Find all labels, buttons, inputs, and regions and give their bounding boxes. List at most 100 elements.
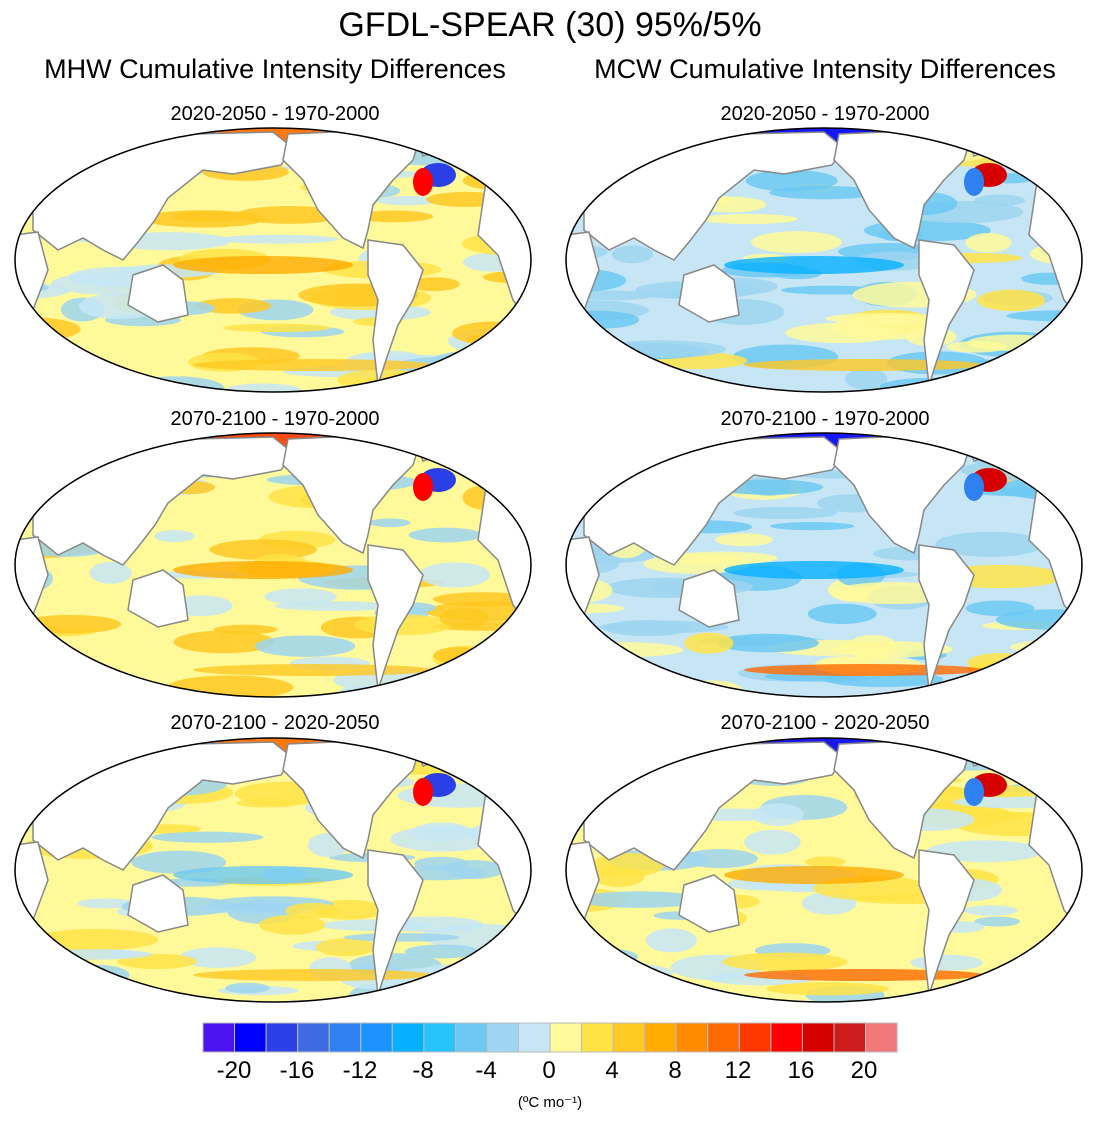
colorbar-swatch bbox=[360, 1022, 393, 1053]
continent bbox=[32, 131, 295, 261]
field-contour bbox=[724, 561, 904, 579]
map-border bbox=[565, 432, 1083, 698]
field-contour bbox=[255, 635, 356, 657]
field-contour bbox=[173, 256, 353, 274]
field-contour bbox=[566, 962, 674, 984]
field-contour bbox=[141, 210, 266, 228]
field-contour bbox=[35, 442, 87, 455]
field-contour bbox=[63, 964, 130, 986]
field-contour bbox=[766, 982, 890, 996]
colorbar-swatch bbox=[675, 1022, 709, 1053]
field-contour bbox=[645, 928, 697, 953]
field-contour bbox=[653, 987, 738, 1002]
field-contour bbox=[34, 949, 153, 960]
field-contour bbox=[575, 891, 704, 908]
field-contour bbox=[394, 433, 471, 439]
field-contour bbox=[1018, 351, 1082, 364]
field-contour bbox=[566, 382, 621, 392]
field-contour bbox=[682, 848, 758, 869]
field-contour bbox=[216, 234, 339, 244]
field-contour bbox=[744, 664, 984, 676]
field-contour bbox=[77, 898, 135, 909]
field-contour bbox=[964, 168, 984, 196]
field-contour bbox=[28, 752, 133, 765]
field-contour bbox=[315, 938, 376, 957]
continent bbox=[678, 874, 740, 933]
field-contour bbox=[259, 914, 326, 935]
field-contour bbox=[724, 866, 904, 884]
field-contour bbox=[285, 902, 340, 919]
colorbar-swatch bbox=[644, 1022, 677, 1053]
colorbar-swatch bbox=[865, 1022, 898, 1053]
field-contour bbox=[225, 982, 270, 994]
map-border bbox=[14, 737, 532, 1003]
field-contour bbox=[599, 620, 729, 634]
colorbar-swatch bbox=[612, 1022, 646, 1053]
colorbar-swatch bbox=[297, 1022, 330, 1053]
colorbar-swatch bbox=[801, 1022, 835, 1053]
field-contour bbox=[413, 778, 433, 806]
field-contour bbox=[715, 533, 774, 547]
continent bbox=[583, 741, 846, 871]
continent bbox=[127, 264, 189, 323]
field-contour bbox=[936, 682, 1030, 697]
panel-title: 2020-2050 - 1970-2000 bbox=[170, 103, 380, 125]
field-contour bbox=[965, 600, 1035, 617]
field-contour bbox=[722, 952, 848, 972]
field-contour bbox=[744, 969, 984, 981]
field-contour bbox=[173, 866, 353, 884]
field-contour bbox=[745, 169, 838, 192]
field-contour bbox=[752, 803, 804, 826]
continent bbox=[282, 128, 425, 250]
colorbar-swatch bbox=[549, 1022, 583, 1053]
map-panel bbox=[565, 127, 1083, 393]
field-contour bbox=[173, 630, 275, 654]
field-contour bbox=[131, 850, 227, 874]
map-panel bbox=[14, 737, 532, 1003]
field-contour bbox=[971, 364, 1082, 391]
field-contour bbox=[419, 562, 491, 588]
field-contour bbox=[264, 588, 337, 605]
continent bbox=[583, 436, 846, 566]
field-contour bbox=[724, 256, 904, 274]
colorbar-tick: 8 bbox=[668, 1057, 682, 1084]
field-contour bbox=[733, 506, 838, 520]
field-contour bbox=[684, 632, 734, 654]
field-contour bbox=[844, 368, 888, 390]
continent bbox=[282, 433, 425, 555]
continent bbox=[367, 239, 424, 386]
field-contour bbox=[369, 518, 411, 528]
field-contour bbox=[432, 592, 531, 607]
colorbar-tick: 20 bbox=[850, 1057, 878, 1084]
field-contour bbox=[452, 128, 529, 133]
colorbar-swatch bbox=[234, 1022, 267, 1053]
field-contour bbox=[566, 946, 639, 968]
field-contour bbox=[151, 831, 264, 843]
field-contour bbox=[935, 531, 1045, 557]
continent bbox=[833, 128, 976, 250]
field-contour bbox=[213, 624, 278, 635]
field-contour bbox=[1028, 751, 1082, 772]
field-contour bbox=[193, 359, 433, 371]
field-contour bbox=[566, 675, 621, 697]
field-contour bbox=[153, 530, 195, 543]
column-header-mcw: MCW Cumulative Intensity Differences bbox=[594, 54, 1056, 84]
continent bbox=[918, 544, 975, 691]
continent bbox=[367, 544, 424, 691]
field-contour bbox=[1016, 462, 1058, 475]
map-panel bbox=[14, 127, 532, 393]
colorbar-swatch bbox=[518, 1022, 551, 1053]
field-contour bbox=[450, 648, 521, 669]
field-contour bbox=[179, 947, 256, 968]
map-border bbox=[565, 737, 1083, 1003]
field-contour bbox=[965, 233, 1012, 253]
continent bbox=[583, 131, 846, 261]
field-contour bbox=[15, 159, 59, 169]
field-contour bbox=[1017, 682, 1082, 697]
continent bbox=[32, 741, 295, 871]
continent bbox=[833, 433, 976, 555]
colorbar-tick: 0 bbox=[542, 1057, 556, 1084]
field-contour bbox=[964, 778, 984, 806]
field-contour bbox=[390, 826, 495, 852]
field-contour bbox=[1041, 686, 1082, 697]
